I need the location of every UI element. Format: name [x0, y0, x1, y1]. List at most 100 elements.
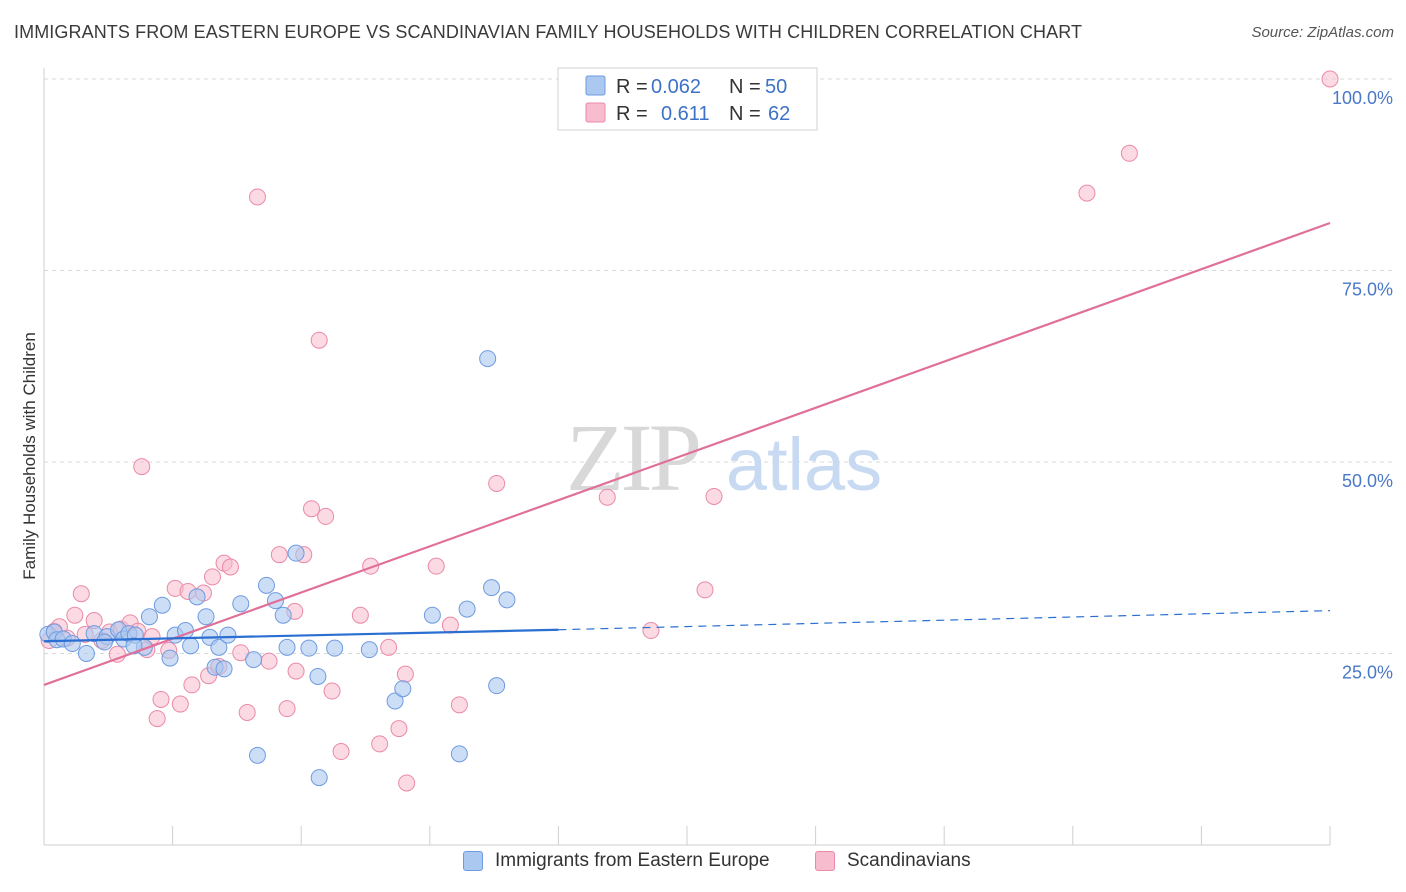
scandinavians-point — [203, 568, 221, 586]
scandinavians-point — [371, 735, 389, 753]
scandinavians-point — [1120, 144, 1138, 162]
scandinavians-trendline — [43, 221, 1331, 686]
eastern-europe-trendline-extension — [558, 610, 1331, 631]
eastern-europe-point — [77, 645, 95, 662]
scandinavians-point — [171, 695, 189, 713]
legend-item-scandinavians: Scandinavians — [815, 850, 971, 872]
trendlines — [43, 221, 1331, 686]
eastern-europe-point — [278, 638, 296, 656]
legend-label-scandinavians: Scandinavians — [847, 850, 971, 871]
eastern-europe-point — [450, 745, 468, 763]
tick-labels: 25.0%50.0%75.0%100.0%0.0%100.0% — [1332, 88, 1393, 683]
scandinavians-point — [396, 665, 414, 683]
eastern-europe-point — [257, 576, 275, 594]
scandinavians-point — [398, 774, 416, 792]
stats-legend-box: R = 0.062 N = 50 R = 0.611 N = 62 — [557, 67, 818, 131]
eastern-europe-point — [479, 350, 497, 368]
scandinavians-point — [390, 720, 408, 738]
stats-pink-n-value: 62 — [768, 103, 790, 125]
scandinavians-point — [278, 700, 296, 718]
eastern-europe-point — [287, 544, 305, 562]
scandinavians-point — [332, 743, 350, 761]
stats-blue-n-value: 50 — [765, 76, 787, 98]
stats-blue-r-value: 0.062 — [651, 76, 701, 98]
scatter-plot: ZIP atlas 25.0%50.0%75.0%100.0%0.0%100.0… — [39, 67, 1393, 846]
eastern-europe-point — [188, 588, 206, 606]
scandinavians-point — [310, 331, 328, 349]
scandinavians-point — [238, 703, 256, 721]
scandinavians-point — [302, 500, 320, 518]
scandinavians-point — [152, 690, 170, 708]
y-tick-label: 100.0% — [1332, 88, 1393, 108]
eastern-europe-point — [386, 692, 404, 710]
scandinavians-point — [705, 487, 723, 505]
scandinavians-point — [696, 581, 714, 599]
eastern-europe-trendline — [43, 628, 559, 643]
eastern-europe-point — [125, 637, 143, 655]
eastern-europe-point — [182, 637, 200, 655]
gridlines — [44, 78, 1393, 654]
scandinavians-point — [488, 474, 506, 492]
axes — [43, 68, 1331, 846]
eastern-europe-point — [63, 635, 81, 653]
eastern-europe-point — [153, 596, 171, 614]
scandinavians-point — [287, 662, 305, 680]
stats-pink-r-label: R = — [616, 103, 648, 125]
scandinavians-point — [427, 557, 445, 575]
scandinavians-point — [441, 616, 459, 634]
scandinavians-point — [1078, 184, 1096, 202]
scandinavians-point — [317, 507, 335, 525]
eastern-europe-point — [458, 600, 476, 618]
scandinavians-point — [351, 606, 369, 624]
scandinavians-point — [133, 458, 151, 476]
y-tick-label: 25.0% — [1342, 663, 1393, 683]
eastern-europe-point — [326, 639, 344, 657]
y-tick-label: 75.0% — [1342, 280, 1393, 300]
eastern-europe-point — [309, 667, 327, 685]
stats-blue-swatch — [585, 75, 606, 96]
eastern-europe-point — [394, 680, 412, 698]
chart-title: IMMIGRANTS FROM EASTERN EUROPE VS SCANDI… — [14, 22, 1083, 42]
scandinavians-point — [248, 188, 266, 206]
eastern-europe-point — [215, 660, 233, 678]
legend-swatch-pink — [815, 851, 835, 871]
stats-blue-r-label: R = — [616, 76, 648, 98]
scandinavians-point — [72, 585, 90, 603]
stats-pink-r-value: 0.611 — [661, 103, 710, 125]
scandinavians-point — [183, 676, 201, 694]
scandinavians-point — [380, 638, 398, 656]
eastern-europe-point — [248, 746, 266, 764]
scandinavians-point — [260, 652, 278, 670]
eastern-europe-point — [140, 608, 158, 626]
legend-item-eastern-europe: Immigrants from Eastern Europe — [463, 850, 770, 872]
bottom-legend: Immigrants from Eastern Europe Scandinav… — [0, 850, 1406, 880]
scandinavians-point — [1321, 70, 1339, 88]
eastern-europe-point — [360, 641, 378, 659]
stats-blue-n-label: N = — [729, 76, 761, 98]
eastern-europe-point — [232, 595, 250, 613]
eastern-europe-point — [498, 591, 516, 609]
scandinavians-point — [270, 546, 288, 564]
scandinavians-point — [66, 606, 84, 624]
eastern-europe-point — [483, 579, 501, 597]
eastern-europe-point — [274, 606, 292, 624]
legend-swatch-blue — [463, 851, 483, 871]
eastern-europe-point — [95, 633, 113, 651]
eastern-europe-point — [161, 649, 179, 667]
scandinavians-point — [323, 682, 341, 700]
eastern-europe-point — [197, 608, 215, 626]
eastern-europe-point — [210, 638, 228, 656]
stats-pink-swatch — [585, 102, 606, 123]
eastern-europe-point — [245, 651, 263, 669]
scandinavians-point — [148, 710, 166, 728]
scandinavians-points — [40, 70, 1339, 792]
stats-pink-n-label: N = — [729, 103, 761, 125]
legend-label-eastern-europe: Immigrants from Eastern Europe — [495, 850, 770, 871]
eastern-europe-point — [423, 606, 441, 624]
source-label: Source: ZipAtlas.com — [1251, 24, 1394, 41]
y-tick-label: 50.0% — [1342, 471, 1393, 491]
scandinavians-point — [598, 488, 616, 506]
eastern-europe-point — [219, 626, 237, 644]
watermark-atlas: atlas — [726, 423, 882, 506]
eastern-europe-point — [310, 769, 328, 787]
